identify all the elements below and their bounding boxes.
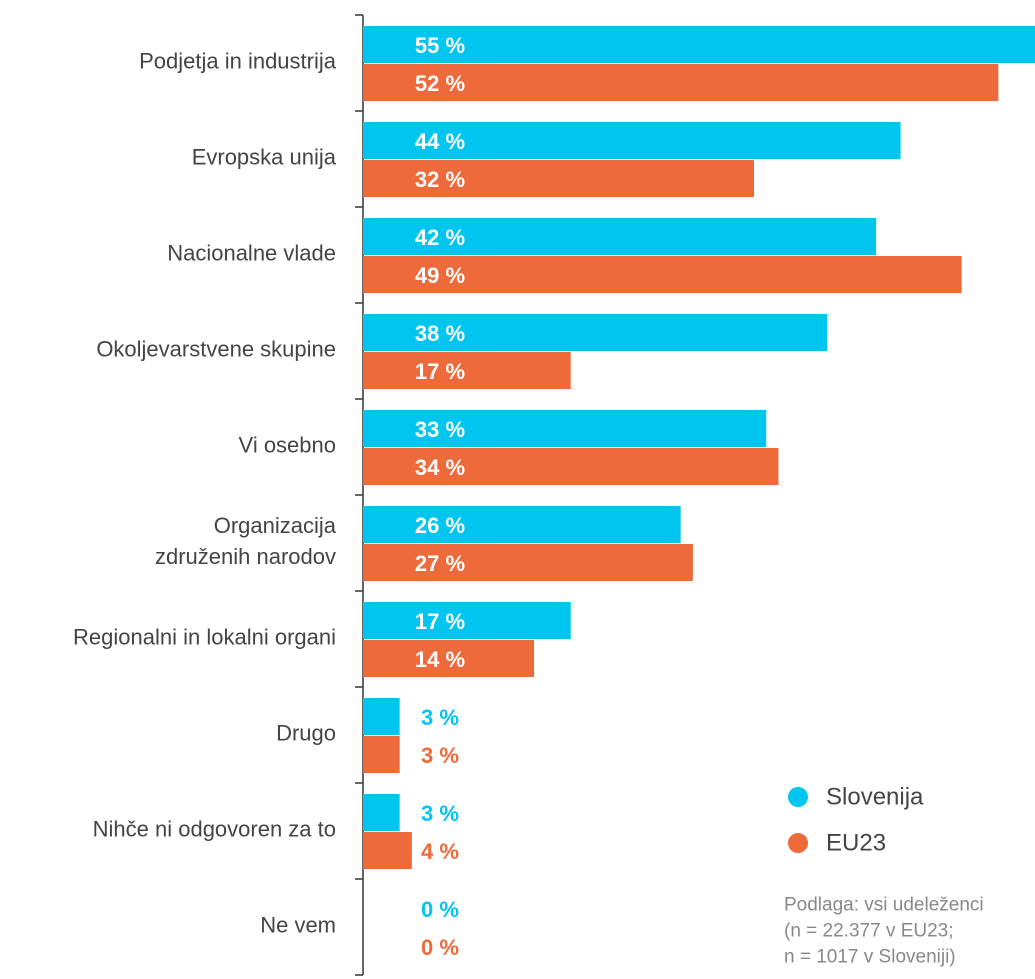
value-label: 38 % [415,321,465,346]
bar [363,640,535,677]
value-label: 0 % [421,897,459,922]
note: Podlaga: vsi udeleženci [784,895,984,916]
value-label: 3 % [421,801,459,826]
value-label: 17 % [415,359,465,384]
value-label: 44 % [415,129,465,154]
value-label: 4 % [421,839,459,864]
category-label: Podjetja in industrija [139,48,336,74]
value-label: 26 % [415,513,465,538]
value-label: 3 % [421,705,459,730]
legend-label: EU23 [826,830,886,857]
value-label: 55 % [415,33,465,58]
value-label: 49 % [415,263,465,288]
value-label: 52 % [415,71,465,96]
category-label: Regionalni in lokalni organi [73,624,336,650]
value-label: 17 % [415,609,465,634]
value-label: 34 % [415,455,465,480]
bar [363,64,999,101]
bar [363,26,1035,63]
bar [363,160,754,197]
bar [363,602,571,639]
note: (n = 22.377 v EU23; [784,921,954,942]
legend-marker [788,787,808,807]
legend-label: Slovenija [826,784,924,811]
category-label: Nacionalne vlade [167,240,336,266]
bar [363,736,400,773]
value-label: 3 % [421,743,459,768]
category-label: Nihče ni odgovoren za to [92,816,336,842]
category-label: Vi osebno [238,432,336,458]
category-label: Okoljevarstvene skupine [96,336,336,362]
value-label: 42 % [415,225,465,250]
category-label: Evropska unija [191,144,336,170]
value-label: 32 % [415,167,465,192]
bar [363,410,767,447]
bar [363,314,828,351]
bar [363,544,693,581]
bar [363,448,779,485]
value-label: 33 % [415,417,465,442]
value-label: 14 % [415,647,465,672]
bar [363,698,400,735]
bar [363,122,901,159]
category-label: Drugo [276,720,336,746]
bar [363,506,681,543]
category-label: Ne vem [260,912,336,938]
value-label: 27 % [415,551,465,576]
bar [363,794,400,831]
legend-marker [788,833,808,853]
note: n = 1017 v Sloveniji) [784,947,956,968]
bar [363,256,962,293]
category-label: Organizacija združenih narodov [154,513,336,569]
bar [363,352,571,389]
value-label: 0 % [421,935,459,960]
bar [363,832,412,869]
bar [363,218,877,255]
